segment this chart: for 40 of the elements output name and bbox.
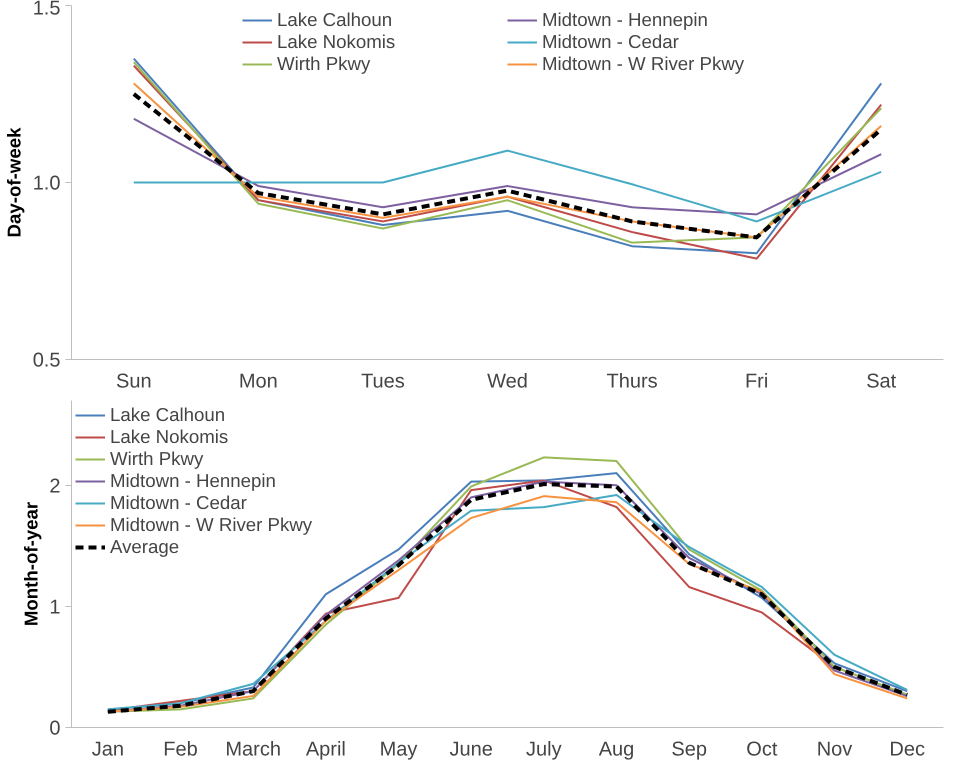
x-tick-label: Sep	[671, 738, 707, 760]
y-tick-label: 2	[49, 475, 60, 498]
legend-label: Average	[110, 536, 180, 558]
x-tick-label: March	[225, 738, 281, 760]
x-tick-label: Fri	[744, 370, 768, 392]
y-tick-label: 1	[49, 596, 60, 618]
legend-label: Midtown - Hennepin	[110, 470, 276, 492]
x-tick-label: Aug	[598, 738, 634, 760]
legend-label: Midtown - Hennepin	[542, 9, 709, 31]
x-tick-label: May	[380, 738, 418, 760]
x-tick-label: Sat	[866, 370, 897, 392]
x-tick-label: Mon	[238, 370, 278, 392]
legend-label: Wirth Pkwy	[277, 53, 372, 75]
x-tick-label: July	[526, 738, 562, 760]
legend-label: Midtown - Cedar	[542, 31, 680, 53]
y-tick-label: 0	[49, 718, 60, 740]
legend-label: Midtown - Cedar	[110, 492, 247, 514]
y-axis-title: Month-of-year	[20, 502, 42, 626]
legend-label: Lake Calhoun	[110, 404, 226, 426]
legend-label: Wirth Pkwy	[110, 448, 204, 470]
x-tick-label: Oct	[746, 738, 778, 760]
y-tick-label: 1.5	[32, 0, 61, 20]
x-tick-label: Nov	[816, 738, 852, 760]
x-tick-label: April	[306, 738, 346, 760]
x-tick-label: Sun	[116, 370, 152, 392]
x-tick-label: Thurs	[606, 370, 658, 392]
y-tick-label: 1.0	[32, 172, 61, 194]
legend-label: Midtown - W River Pkwy	[542, 53, 746, 75]
y-axis-title: Day-of-week	[4, 126, 25, 238]
x-tick-label: Tues	[361, 370, 405, 392]
legend-label: Midtown - W River Pkwy	[110, 514, 312, 536]
legend-label: Lake Calhoun	[277, 9, 394, 31]
legend-label: Lake Nokomis	[110, 426, 228, 448]
x-tick-label: Jan	[92, 738, 124, 760]
y-tick-label: 0.5	[32, 350, 61, 372]
x-tick-label: June	[449, 738, 493, 760]
x-tick-label: Wed	[487, 370, 528, 392]
x-tick-label: Feb	[163, 738, 198, 760]
x-tick-label: Dec	[889, 738, 925, 760]
legend-label: Lake Nokomis	[277, 31, 396, 53]
